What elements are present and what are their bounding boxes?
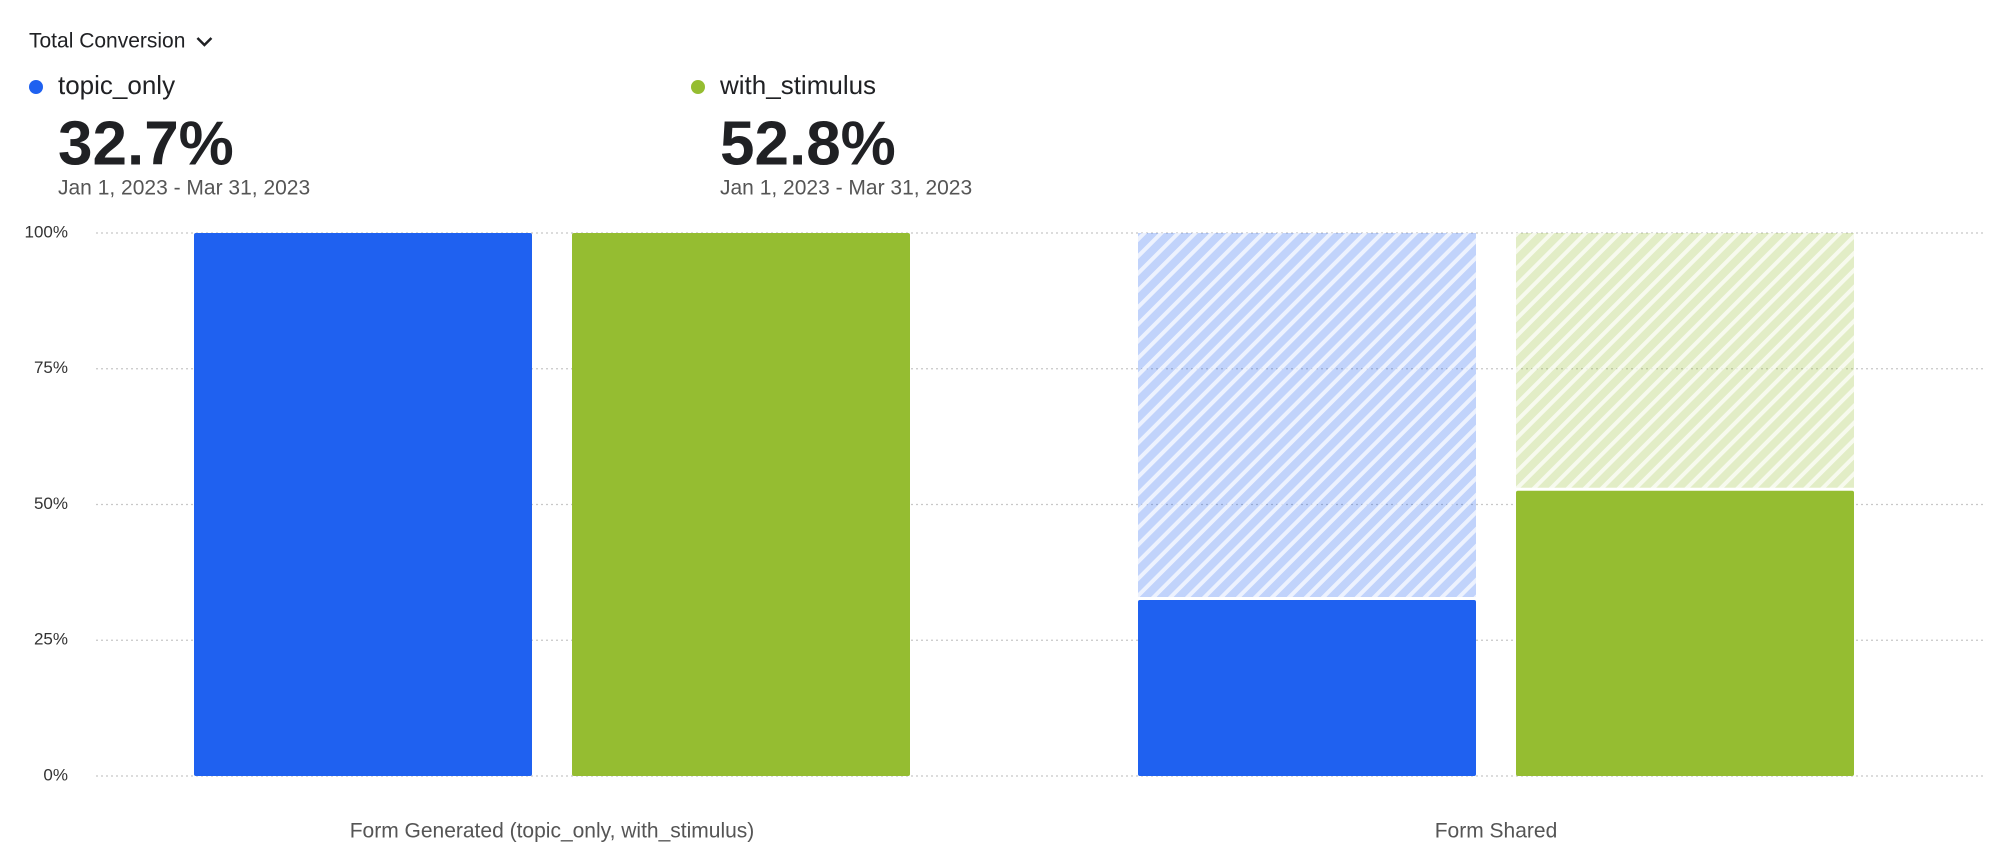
y-tick-label: 50%: [34, 494, 68, 513]
legend-label: with_stimulus: [719, 70, 876, 100]
y-tick-label: 25%: [34, 630, 68, 649]
bar: [194, 233, 532, 776]
dropdown-title[interactable]: Total Conversion: [29, 30, 185, 53]
bar: [572, 233, 910, 776]
bar: [1516, 490, 1854, 776]
date-range: Jan 1, 2023 - Mar 31, 2023: [720, 177, 972, 200]
x-tick-label: Form Shared: [1435, 820, 1558, 843]
date-range: Jan 1, 2023 - Mar 31, 2023: [58, 177, 310, 200]
drop-off: [1516, 233, 1854, 490]
y-tick-label: 75%: [34, 358, 68, 377]
drop-off: [1138, 233, 1476, 599]
y-tick-label: 100%: [25, 222, 68, 241]
dropdown-chevron[interactable]: [196, 37, 213, 47]
metric-dropdown[interactable]: Total Conversion: [29, 30, 213, 53]
y-tick-label: 0%: [43, 765, 68, 784]
legend-dot: [691, 80, 705, 94]
x-tick-label: Form Generated (topic_only, with_stimulu…: [350, 820, 755, 843]
bar: [1138, 599, 1476, 776]
summary-value: 52.8%: [720, 109, 896, 178]
legend-label: topic_only: [58, 70, 175, 100]
summary-value: 32.7%: [58, 109, 234, 178]
legend-dot: [29, 80, 43, 94]
